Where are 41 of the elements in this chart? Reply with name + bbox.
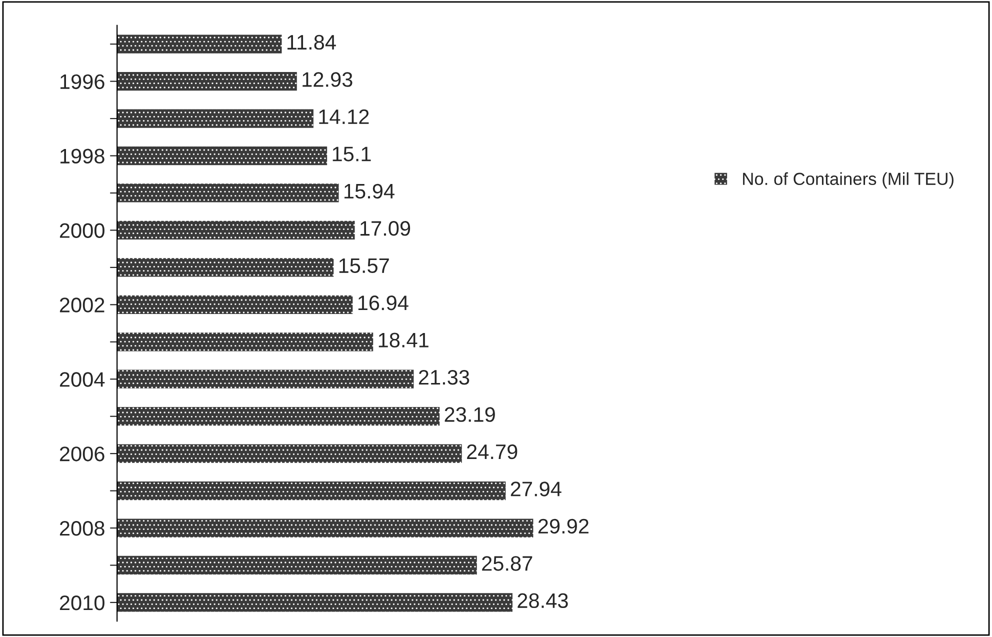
bar [117, 109, 314, 128]
data-label: 15.1 [332, 146, 371, 162]
y-tick-label: 2006 [60, 446, 104, 462]
data-label: 27.94 [510, 482, 562, 496]
data-label: 14.12 [319, 109, 369, 124]
data-label: 16.94 [358, 296, 408, 310]
y-tick-label: 1996 [60, 74, 104, 90]
y-tick-label: 2000 [60, 223, 104, 238]
bar [117, 146, 328, 166]
data-label: 23.19 [444, 407, 495, 422]
bar [117, 407, 440, 426]
bar [117, 220, 355, 240]
y-tick-label: 2004 [60, 372, 105, 387]
bar [117, 370, 414, 388]
bar [117, 184, 339, 202]
data-label: 12.93 [302, 72, 352, 87]
y-tick-label: 2010 [60, 595, 104, 610]
y-tick-label: 2002 [60, 298, 104, 312]
data-label: 15.94 [344, 184, 394, 199]
data-label: 29.92 [538, 518, 588, 534]
bar [117, 556, 477, 575]
data-label: 21.33 [418, 370, 470, 385]
bar [117, 34, 282, 54]
bar [117, 295, 353, 314]
bar [117, 593, 512, 612]
data-label: 25.87 [482, 556, 532, 571]
data-label: 18.41 [378, 332, 428, 348]
bar [117, 72, 297, 91]
bar [117, 481, 506, 500]
bar [117, 258, 334, 277]
legend-label: No. of Containers (Mil TEU) [743, 172, 954, 188]
data-label: 15.57 [339, 258, 389, 274]
y-tick-label: 2008 [60, 521, 104, 536]
data-label: 24.79 [467, 444, 518, 460]
bar [117, 444, 462, 463]
data-label: 28.43 [518, 593, 568, 608]
y-tick-label: 1998 [60, 148, 104, 164]
data-label: 11.84 [287, 34, 336, 50]
bar [117, 332, 374, 352]
bar [117, 518, 534, 538]
data-label: 17.09 [360, 221, 410, 236]
